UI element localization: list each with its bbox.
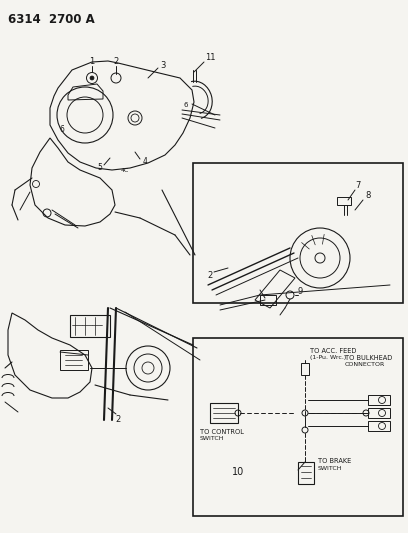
Text: 6: 6 [183, 102, 188, 108]
Text: TO BULKHEAD: TO BULKHEAD [345, 355, 392, 361]
Text: TO CONTROL: TO CONTROL [200, 429, 244, 435]
Text: TO ACC. FEED: TO ACC. FEED [310, 348, 356, 354]
Text: 6314  2700 A: 6314 2700 A [8, 13, 95, 26]
Text: 7: 7 [355, 181, 361, 190]
Text: 6: 6 [60, 125, 64, 134]
Text: 5: 5 [98, 164, 102, 173]
Text: 9: 9 [297, 287, 303, 296]
Text: 1: 1 [89, 58, 95, 67]
Bar [368, 408, 390, 418]
Bar [210, 403, 238, 423]
Bar [60, 350, 88, 370]
Text: 2: 2 [115, 416, 121, 424]
Text: TO BRAKE: TO BRAKE [318, 458, 351, 464]
Text: 3: 3 [160, 61, 166, 69]
Text: 8: 8 [365, 191, 371, 200]
Bar [260, 295, 276, 305]
Bar [301, 363, 309, 375]
Bar [368, 395, 390, 405]
Bar [298, 462, 314, 484]
Text: 2: 2 [207, 271, 213, 279]
Text: SWITCH: SWITCH [200, 437, 224, 441]
Bar [193, 163, 403, 303]
Text: 4C: 4C [121, 167, 129, 173]
Bar [70, 315, 110, 337]
Text: SWITCH: SWITCH [318, 465, 342, 471]
Text: 11: 11 [205, 53, 215, 62]
Text: 4: 4 [142, 157, 147, 166]
Circle shape [90, 76, 94, 80]
Bar [368, 421, 390, 431]
Text: CONNECTOR: CONNECTOR [345, 362, 385, 367]
Text: (1-Pu. Wrc.): (1-Pu. Wrc.) [310, 356, 346, 360]
Text: 2: 2 [113, 58, 119, 67]
Bar [337, 197, 351, 205]
Bar [193, 338, 403, 516]
Text: 10: 10 [232, 467, 244, 477]
